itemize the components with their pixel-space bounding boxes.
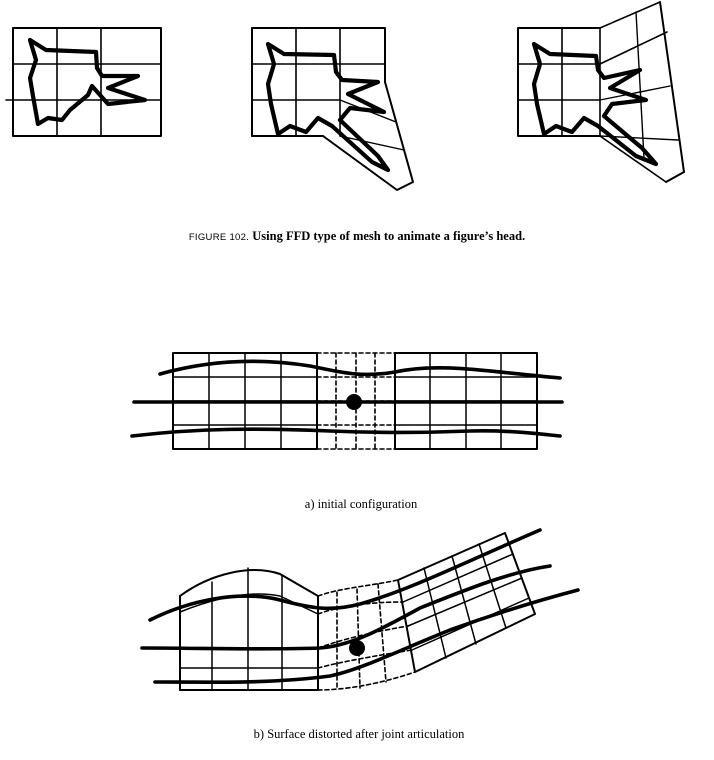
joint-mesh-initial — [130, 352, 564, 450]
figure-number: FIGURE 102. — [188, 232, 250, 243]
figure-caption-text: Using FFD type of mesh to animate a figu… — [252, 229, 526, 243]
panel-a-label: a) initial configuration — [304, 497, 418, 511]
head-mesh-deformed-up — [517, 1, 685, 183]
figure-caption: FIGURE 102. Using FFD type of mesh to an… — [0, 229, 714, 244]
panel-b-label: b) Surface distorted after joint articul… — [253, 727, 465, 741]
head-mesh-deformed-down — [251, 27, 414, 191]
joint-mesh-articulated — [140, 528, 580, 691]
head-mesh-undeformed — [5, 27, 162, 137]
